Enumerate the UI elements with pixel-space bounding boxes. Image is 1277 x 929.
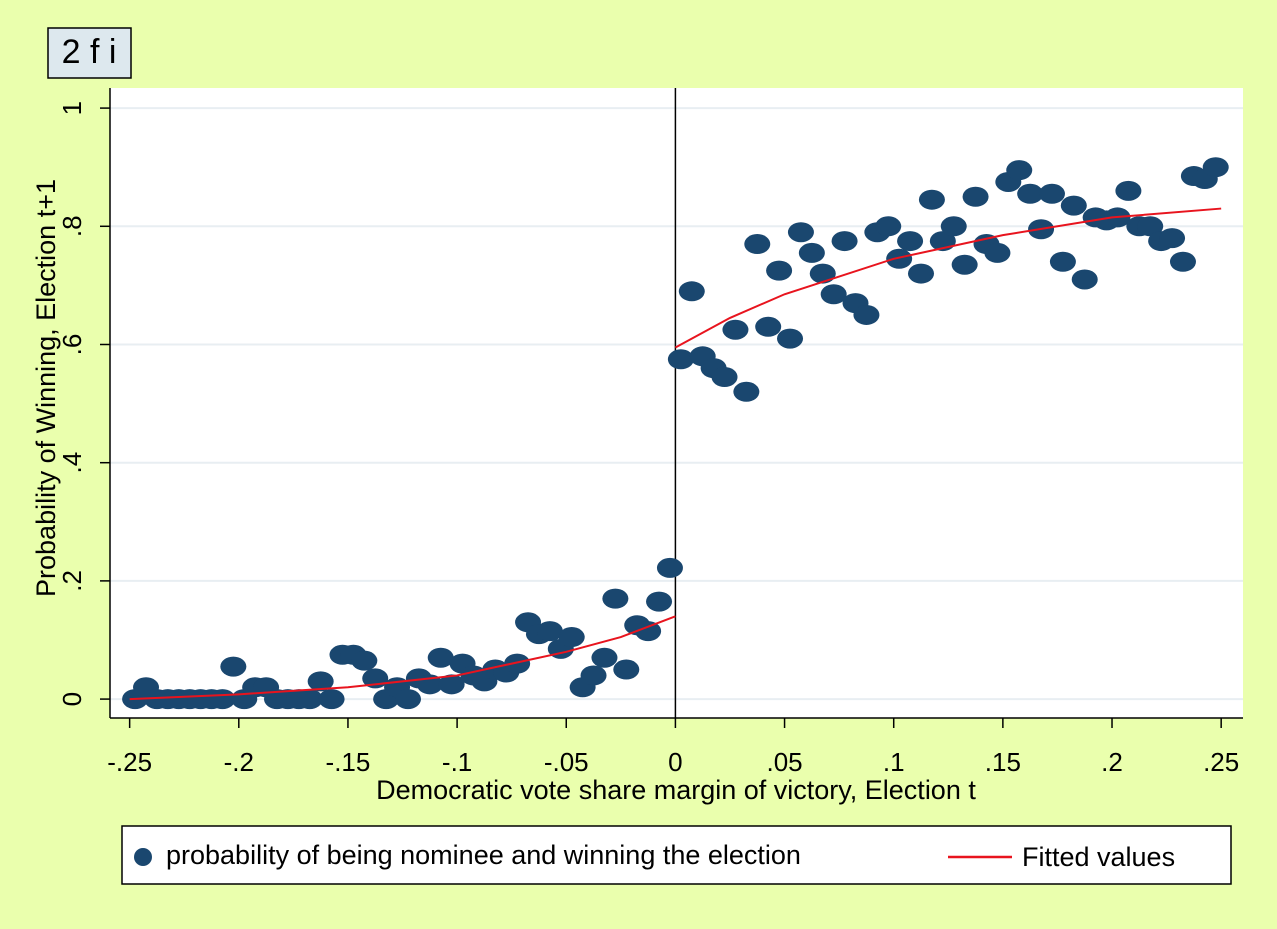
point [1060, 195, 1087, 216]
point [787, 222, 814, 243]
point [1202, 157, 1229, 178]
point [394, 689, 421, 710]
point [962, 186, 989, 207]
y-tick-label: .6 [57, 334, 87, 356]
point [646, 591, 673, 612]
point [504, 653, 531, 674]
point [755, 316, 782, 337]
point [307, 671, 334, 692]
point [580, 665, 607, 686]
y-tick-label: .8 [57, 215, 87, 237]
point [427, 647, 454, 668]
point [667, 349, 694, 370]
point [296, 689, 323, 710]
point [678, 281, 705, 302]
legend-label: probability of being nominee and winning… [166, 840, 801, 870]
point [940, 216, 967, 237]
y-tick-label: .4 [57, 452, 87, 474]
point [536, 621, 563, 642]
x-axis-label: Democratic vote share margin of victory,… [376, 775, 976, 805]
point [951, 254, 978, 275]
point [908, 263, 935, 284]
x-tick-label: .15 [985, 747, 1021, 777]
plot-area [110, 88, 1243, 718]
point [853, 304, 880, 325]
point [1169, 251, 1196, 272]
point [351, 650, 378, 671]
legend-box [121, 825, 1232, 885]
point [744, 234, 771, 255]
point [220, 656, 247, 677]
point [766, 260, 793, 281]
legend-marker [134, 848, 152, 866]
point [1017, 183, 1044, 204]
title-box [47, 27, 132, 79]
x-tick-label: .1 [883, 747, 905, 777]
point [711, 366, 738, 387]
x-tick-label: -.25 [107, 747, 152, 777]
point [984, 242, 1011, 263]
x-tick-label: .25 [1203, 747, 1239, 777]
point [798, 242, 825, 263]
x-tick-label: -.05 [544, 747, 589, 777]
x-tick-label: 0 [668, 747, 682, 777]
point [831, 231, 858, 252]
point [318, 689, 345, 710]
point [602, 588, 629, 609]
y-tick-label: 0 [57, 692, 87, 706]
point [897, 231, 924, 252]
point [591, 647, 618, 668]
point [1159, 228, 1186, 249]
point [1071, 269, 1098, 290]
fit-line [129, 615, 676, 701]
y-tick-label: 1 [57, 101, 87, 115]
point [733, 381, 760, 402]
point [875, 216, 902, 237]
point [886, 248, 913, 269]
y-tick-label: .2 [57, 570, 87, 592]
point [1137, 216, 1164, 237]
point [1006, 160, 1033, 181]
point [1038, 183, 1065, 204]
point [809, 263, 836, 284]
x-tick-label: -.1 [442, 747, 472, 777]
point [656, 557, 683, 578]
x-tick-label: -.15 [326, 747, 371, 777]
point [918, 189, 945, 210]
x-tick-label: .05 [766, 747, 802, 777]
x-tick-label: -.2 [224, 747, 254, 777]
point [1049, 251, 1076, 272]
point [777, 328, 804, 349]
y-axis-label: Probability of Winning, Election t+1 [31, 179, 61, 597]
point [613, 659, 640, 680]
point [438, 674, 465, 695]
point [820, 284, 847, 305]
point [1115, 180, 1142, 201]
legend-label: Fitted values [1022, 842, 1175, 872]
fit-line [674, 207, 1222, 349]
chart-title: 2 f i [62, 33, 117, 71]
point [558, 627, 585, 648]
point [635, 621, 662, 642]
x-tick-label: .2 [1101, 747, 1123, 777]
point [722, 319, 749, 340]
